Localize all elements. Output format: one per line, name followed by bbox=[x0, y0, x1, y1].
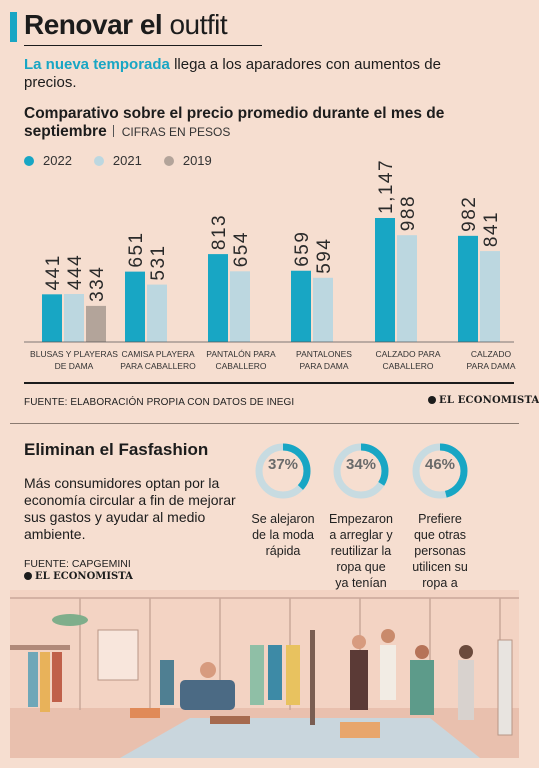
bar-2022 bbox=[42, 294, 62, 342]
stat-item: 37% Se alejaron de la moda rápida bbox=[243, 441, 323, 559]
bar-2021 bbox=[397, 235, 417, 342]
bar-2022 bbox=[208, 254, 228, 342]
data-label: 654 bbox=[231, 231, 252, 267]
legend-swatch bbox=[24, 155, 34, 166]
title-underline bbox=[24, 45, 262, 46]
fasfashion-body: Más consumidores optan por la economía c… bbox=[24, 475, 236, 542]
legend-item-2019: 2019 bbox=[163, 153, 212, 168]
bar-2019 bbox=[86, 305, 106, 342]
data-label: 813 bbox=[209, 214, 230, 250]
bar-group: 651 531 CAMISA PLAYERA PARA CABALLERO bbox=[120, 231, 196, 371]
lead-text: La nueva temporada llega a los aparadore… bbox=[24, 56, 494, 92]
chart-bottom-rule bbox=[24, 382, 514, 384]
bar-2021 bbox=[480, 251, 500, 342]
category-label: CALZADO bbox=[471, 349, 512, 359]
category-label: PANTALÓN PARA bbox=[206, 349, 276, 359]
data-label: 531 bbox=[148, 244, 169, 280]
stat-item: 34% Empezaron a arreglar y reutilizar la … bbox=[321, 441, 401, 591]
category-label: BLUSAS Y PLAYERAS bbox=[30, 349, 118, 359]
data-label: 444 bbox=[65, 254, 86, 290]
chart-title: Comparativo sobre el precio promedio dur… bbox=[24, 105, 504, 141]
fasfashion-title: Eliminan el Fasfashion bbox=[24, 440, 209, 459]
title-bold: Renovar el bbox=[24, 9, 163, 40]
data-label: 334 bbox=[87, 266, 108, 302]
title-accent-bar bbox=[10, 12, 17, 42]
stat-percent: 34% bbox=[345, 456, 377, 473]
category-label: PARA DAMA bbox=[300, 361, 349, 371]
logo-text: EL ECONOMISTA bbox=[439, 395, 539, 406]
stat-description: Se alejaron de la moda rápida bbox=[251, 512, 315, 558]
logo-text: EL ECONOMISTA bbox=[35, 571, 133, 582]
data-label: 441 bbox=[43, 254, 64, 290]
page-title: Renovar el outfit bbox=[24, 9, 228, 41]
chart-legend: 2022 2021 2019 bbox=[24, 153, 212, 168]
category-label: PARA DAMA bbox=[467, 361, 516, 371]
bar-2022 bbox=[291, 270, 311, 342]
bar-group: 1,147 988 CALZADO PARA CABALLERO bbox=[375, 159, 441, 371]
donut-arc bbox=[255, 443, 311, 499]
category-label: CALZADO PARA bbox=[375, 349, 440, 359]
clothing-store-illustration bbox=[10, 590, 519, 758]
legend-label: 2019 bbox=[182, 153, 212, 168]
chart-source: FUENTE: ELABORACIÓN PROPIA CON DATOS DE … bbox=[24, 397, 295, 408]
chart-unit: CIFRAS EN PESOS bbox=[121, 125, 231, 139]
legend-item-2022: 2022 bbox=[24, 153, 72, 168]
data-label: 1,147 bbox=[376, 159, 397, 214]
stat-percent: 37% bbox=[267, 456, 299, 473]
data-label: 651 bbox=[126, 231, 147, 267]
title-separator bbox=[112, 125, 114, 137]
stat-percent: 46% bbox=[424, 456, 456, 473]
bar-2022 bbox=[375, 218, 395, 342]
legend-label: 2022 bbox=[43, 153, 72, 168]
data-label: 988 bbox=[398, 195, 419, 231]
title-light: outfit bbox=[169, 9, 228, 40]
category-label: DE DAMA bbox=[55, 361, 94, 371]
logo-icon bbox=[428, 395, 436, 404]
data-label: 659 bbox=[292, 231, 313, 267]
bar-2021 bbox=[313, 277, 333, 342]
bar-2022 bbox=[125, 271, 145, 342]
legend-swatch bbox=[93, 155, 104, 166]
donut-ring bbox=[412, 443, 468, 499]
bar-group: 441 444 334 BLUSAS Y PLAYERAS DE DAMA bbox=[30, 254, 118, 371]
bar-2021 bbox=[147, 284, 167, 342]
data-label: 841 bbox=[481, 211, 502, 247]
bar-2022 bbox=[458, 235, 478, 342]
bar-group: 982 841 CALZADO PARA DAMA bbox=[458, 196, 516, 371]
bar-group: 659 594 PANTALONES PARA DAMA bbox=[291, 231, 352, 371]
fasfashion-source: FUENTE: CAPGEMINI bbox=[24, 558, 131, 570]
publisher-logo: EL ECONOMISTA bbox=[428, 395, 539, 406]
data-label: 594 bbox=[314, 238, 335, 274]
donut-ring bbox=[333, 443, 389, 499]
stat-description: Empezaron a arreglar y reutilizar la rop… bbox=[329, 512, 393, 590]
legend-swatch bbox=[163, 155, 174, 166]
section-divider bbox=[10, 423, 519, 424]
fasfashion-logo: EL ECONOMISTA bbox=[24, 571, 133, 582]
bar-group: 813 654 PANTALÓN PARA CABALLERO bbox=[206, 214, 276, 371]
legend-item-2021: 2021 bbox=[93, 153, 142, 168]
category-label: CAMISA PLAYERA bbox=[121, 349, 194, 359]
bar-chart: 441 444 334 BLUSAS Y PLAYERAS DE DAMA 651 531 C… bbox=[24, 159, 516, 371]
legend-label: 2021 bbox=[112, 153, 142, 168]
category-label: PANTALONES bbox=[296, 349, 352, 359]
category-label: CABALLERO bbox=[382, 361, 433, 371]
donut-arc bbox=[333, 443, 389, 499]
chart-title-text: Comparativo sobre el precio promedio dur… bbox=[24, 105, 445, 140]
bar-2021 bbox=[64, 294, 84, 342]
donut-arc bbox=[412, 443, 468, 499]
category-label: CABALLERO bbox=[215, 361, 266, 371]
lead-accent: La nueva temporada bbox=[24, 56, 170, 73]
donut-ring bbox=[255, 443, 311, 499]
logo-icon bbox=[24, 571, 32, 580]
bar-2021 bbox=[230, 271, 250, 342]
lead-rest: llega a los aparadores con aumentos de p… bbox=[24, 56, 441, 91]
data-label: 982 bbox=[459, 196, 480, 232]
category-label: PARA CABALLERO bbox=[120, 361, 196, 371]
